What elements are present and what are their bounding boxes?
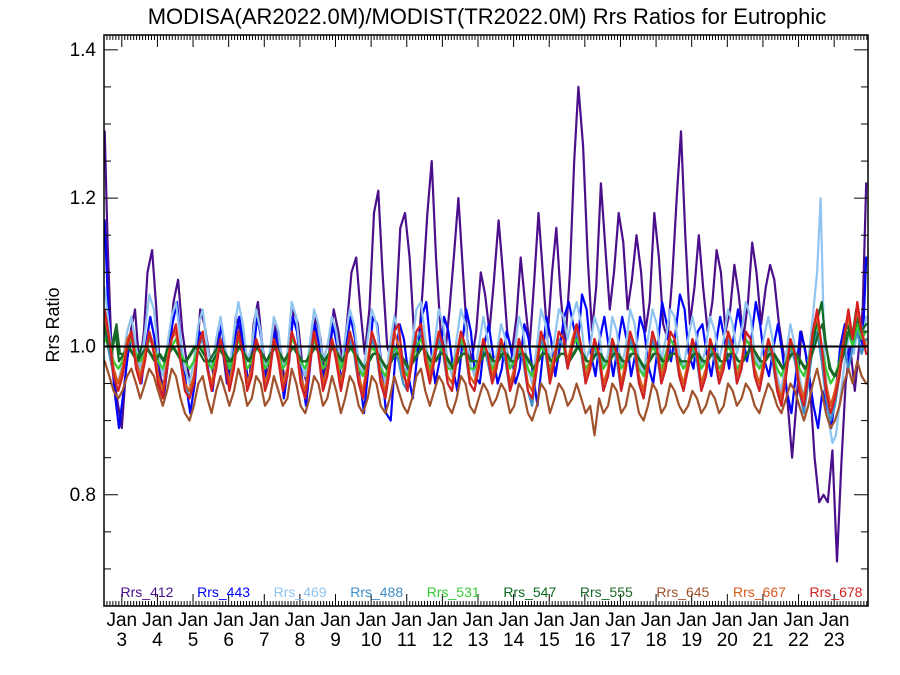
x-tick-label-month: Jan — [142, 610, 173, 631]
x-tick-label-month: Jan — [570, 610, 601, 631]
y-tick-label: 1.2 — [70, 188, 96, 209]
plot-frame — [103, 34, 869, 607]
x-tick-label-month: Jan — [285, 610, 316, 631]
x-tick-label-month: Jan — [427, 610, 458, 631]
legend-item-rrs-678: Rrs_678 — [810, 584, 863, 600]
legend: Rrs_412 Rrs_443 Rrs_469 Rrs_488 Rrs_531 Rrs_5… — [121, 584, 863, 600]
x-tick-label-month: Jan — [641, 610, 672, 631]
x-tick-label-month: Jan — [106, 610, 137, 631]
x-tick-label-month: Jan — [249, 610, 280, 631]
y-tick-label: 1.4 — [70, 40, 97, 61]
x-tick-label-year: 19 — [681, 630, 702, 651]
x-tick-label-year: 11 — [397, 630, 417, 651]
legend-item-rrs-667: Rrs_667 — [733, 584, 786, 600]
x-tick-label-month: Jan — [356, 610, 387, 631]
x-tick-label-month: Jan — [712, 610, 743, 631]
x-tick-label-year: 23 — [824, 630, 845, 651]
x-tick-label-year: 7 — [259, 630, 270, 651]
x-tick-label-month: Jan — [783, 610, 814, 631]
x-tick-label-month: Jan — [391, 610, 422, 631]
x-tick-label-month: Jan — [748, 610, 779, 631]
axes: 0.81.01.21.4Jan3Jan4Jan5Jan6Jan7Jan8Jan9… — [70, 34, 869, 651]
x-tick-label-month: Jan — [605, 610, 636, 631]
series-line-rrs-412 — [103, 85, 868, 563]
x-tick-label-year: 6 — [223, 630, 234, 651]
x-tick-label-month: Jan — [819, 610, 850, 631]
x-tick-label-year: 4 — [152, 630, 163, 651]
legend-item-rrs-488: Rrs_488 — [350, 584, 403, 600]
x-tick-label-year: 3 — [117, 630, 128, 651]
legend-item-rrs-469: Rrs_469 — [274, 584, 327, 600]
x-tick-label-month: Jan — [178, 610, 209, 631]
chart-title: MODISA(AR2022.0M)/MODIST(TR2022.0M) Rrs … — [148, 4, 827, 29]
x-tick-label-year: 9 — [330, 630, 341, 651]
x-tick-label-month: Jan — [320, 610, 351, 631]
x-tick-label-year: 17 — [610, 630, 631, 651]
legend-item-rrs-443: Rrs_443 — [197, 584, 250, 600]
x-tick-label-year: 8 — [295, 630, 306, 651]
x-tick-label-year: 15 — [539, 630, 560, 651]
x-tick-label-month: Jan — [498, 610, 529, 631]
x-tick-label-year: 18 — [646, 630, 667, 651]
x-tick-label-month: Jan — [213, 610, 244, 631]
x-tick-label-year: 20 — [717, 630, 738, 651]
y-axis-label: Rrs Ratio — [43, 287, 63, 362]
x-tick-label-year: 14 — [503, 630, 525, 651]
legend-item-rrs-412: Rrs_412 — [121, 584, 174, 600]
x-tick-label-year: 10 — [361, 630, 382, 651]
series-line-rrs-469 — [103, 197, 868, 444]
series-line-rrs-555 — [103, 315, 868, 378]
x-tick-label-year: 13 — [467, 630, 488, 651]
legend-item-rrs-547: Rrs_547 — [503, 584, 556, 600]
y-tick-label: 1.0 — [70, 336, 96, 357]
series-line-rrs-645 — [103, 360, 868, 437]
x-tick-label-year: 21 — [752, 630, 773, 651]
legend-item-rrs-645: Rrs_645 — [656, 584, 709, 600]
x-tick-label-year: 16 — [574, 630, 595, 651]
x-tick-label-year: 5 — [188, 630, 199, 651]
x-tick-label-month: Jan — [534, 610, 565, 631]
legend-item-rrs-555: Rrs_555 — [580, 584, 633, 600]
legend-item-rrs-531: Rrs_531 — [427, 584, 480, 600]
x-tick-label-month: Jan — [676, 610, 707, 631]
x-tick-label-year: 22 — [788, 630, 809, 651]
x-tick-label-year: 12 — [432, 630, 453, 651]
y-tick-label: 0.8 — [70, 485, 96, 506]
x-tick-label-month: Jan — [463, 610, 494, 631]
